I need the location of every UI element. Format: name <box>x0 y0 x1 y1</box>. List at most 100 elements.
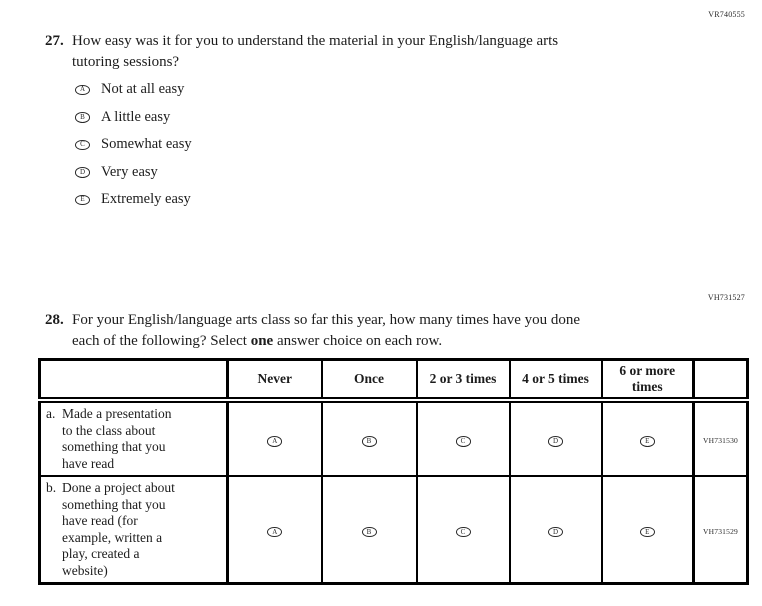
option-label: Extremely easy <box>101 191 191 208</box>
row-b-choice-once[interactable]: B <box>320 475 418 585</box>
line2-after: answer choice on each row. <box>273 333 443 349</box>
option-label: Very easy <box>101 163 158 180</box>
bubble-letter: E <box>645 437 650 445</box>
question-28-accession-code: VH731527 <box>707 293 745 302</box>
question-27-options: A Not at all easy B A little easy C Some… <box>75 76 192 214</box>
option-label: A little easy <box>101 108 171 125</box>
answer-bubble-d[interactable]: D <box>75 167 90 178</box>
table-row-a: a. Made a presentation to the class abou… <box>38 399 749 477</box>
row-b-choice-never[interactable]: A <box>226 475 323 585</box>
row-b-text-line: website) <box>62 562 108 578</box>
bubble-letter: B <box>366 437 372 445</box>
option-extremely-easy[interactable]: E Extremely easy <box>75 186 192 214</box>
answer-bubble-a[interactable]: A <box>75 84 90 95</box>
answer-bubble-b[interactable]: B <box>75 112 90 123</box>
question-28-number: 28. <box>45 312 64 328</box>
bubble-letter: A <box>79 85 86 94</box>
header-code-blank <box>692 358 749 403</box>
row-b-text-line: Done a project about <box>62 480 175 495</box>
line2-before: each of the following? Select <box>72 333 251 349</box>
option-label: Not at all easy <box>101 81 185 98</box>
header-4-or-5-times: 4 or 5 times <box>508 358 603 403</box>
bubble-letter: C <box>460 527 466 536</box>
option-somewhat-easy[interactable]: C Somewhat easy <box>75 131 192 159</box>
header-item-blank <box>38 358 229 403</box>
table-header-row: Never Once 2 or 3 times 4 or 5 times 6 o… <box>38 358 749 403</box>
question-27-line1: How easy was it for you to understand th… <box>72 33 559 49</box>
answer-bubble-e[interactable]: E <box>639 526 655 538</box>
bubble-letter: C <box>460 437 466 445</box>
question-27-number: 27. <box>45 33 64 49</box>
row-a-choice-4-or-5[interactable]: D <box>508 399 603 477</box>
answer-bubble-a[interactable]: A <box>267 436 283 447</box>
answer-bubble-c[interactable]: C <box>455 526 471 538</box>
row-b-text-line: play, created a <box>62 546 140 561</box>
header-never: Never <box>226 358 323 403</box>
question-28-line1: For your English/language arts class so … <box>72 312 581 328</box>
row-a-text-line: Made a presentation <box>62 406 172 421</box>
question-27-line2: tutoring sessions? <box>72 54 180 70</box>
row-b-text-line: something that you <box>62 496 166 512</box>
row-a-item: a. Made a presentation to the class abou… <box>38 399 229 477</box>
frequency-matrix-table: Never Once 2 or 3 times 4 or 5 times 6 o… <box>38 358 749 585</box>
row-a-letter: a. <box>46 406 56 421</box>
row-b-text: Done a project about something that you … <box>62 480 175 579</box>
header-6-or-more-times: 6 or more times <box>600 358 695 403</box>
row-b-text-line: example, written a <box>62 529 163 545</box>
bubble-letter: E <box>645 527 650 536</box>
header-2-or-3-times: 2 or 3 times <box>415 358 511 403</box>
row-a-choice-2-or-3[interactable]: C <box>415 399 511 477</box>
row-b-text-line: have read (for <box>62 513 138 528</box>
row-a-text-line: have read <box>62 455 115 471</box>
bubble-letter: D <box>79 167 86 176</box>
row-a-code-cell: VH731530 <box>692 399 749 477</box>
row-a-text-line: something that you <box>62 439 166 454</box>
question-28-text: 28. For your English/language arts class… <box>45 310 745 352</box>
question-28-code-line: VH731527 <box>45 287 745 305</box>
row-a-choice-never[interactable]: A <box>226 399 323 477</box>
option-a-little-easy[interactable]: B A little easy <box>75 104 192 132</box>
row-b-choice-4-or-5[interactable]: D <box>508 475 603 585</box>
bubble-letter: E <box>80 195 85 204</box>
row-a-choice-once[interactable]: B <box>320 399 418 477</box>
table-row-b: b. Done a project about something that y… <box>38 475 749 585</box>
bubble-letter: D <box>552 437 559 445</box>
option-not-at-all-easy[interactable]: A Not at all easy <box>75 76 192 104</box>
row-a-text-line: to the class about <box>62 422 156 438</box>
row-a-text: Made a presentation to the class about s… <box>62 406 171 472</box>
question-27-text: How easy was it for you to understand th… <box>72 31 558 73</box>
question-28: VH731527 28. For your English/language a… <box>45 287 745 352</box>
answer-bubble-e[interactable]: E <box>75 194 90 205</box>
option-label: Somewhat easy <box>101 136 192 153</box>
row-b-choice-2-or-3[interactable]: C <box>415 475 511 585</box>
answer-bubble-d[interactable]: D <box>548 526 563 538</box>
bubble-letter: D <box>552 527 559 536</box>
option-very-easy[interactable]: D Very easy <box>75 159 192 187</box>
question-27: 27. How easy was it for you to understan… <box>45 31 558 73</box>
line2-bold-word: one <box>250 333 274 349</box>
bubble-letter: B <box>366 527 372 536</box>
answer-bubble-b[interactable]: B <box>361 436 377 447</box>
answer-bubble-e[interactable]: E <box>639 436 655 447</box>
bubble-letter: A <box>272 437 278 445</box>
answer-bubble-d[interactable]: D <box>548 436 563 447</box>
answer-bubble-a[interactable]: A <box>267 526 283 538</box>
answer-bubble-c[interactable]: C <box>455 436 471 447</box>
bubble-letter: C <box>80 140 85 149</box>
row-b-letter: b. <box>46 480 57 495</box>
question-28-body: For your English/language arts class so … <box>72 310 580 352</box>
row-b-item: b. Done a project about something that y… <box>38 475 229 585</box>
page-accession-code: VR740555 <box>708 10 745 19</box>
bubble-letter: B <box>80 112 85 121</box>
question-28-line2: each of the following? Select one answer… <box>72 331 580 352</box>
bubble-letter: A <box>272 527 278 536</box>
header-once: Once <box>320 358 418 403</box>
row-a-accession-code: VH731530 <box>703 436 738 445</box>
row-a-choice-6-or-more[interactable]: E <box>600 399 695 477</box>
answer-bubble-b[interactable]: B <box>361 526 377 538</box>
row-b-code-cell: VH731529 <box>692 475 749 585</box>
answer-bubble-c[interactable]: C <box>75 139 90 150</box>
row-b-choice-6-or-more[interactable]: E <box>600 475 695 585</box>
row-b-accession-code: VH731529 <box>703 526 738 536</box>
